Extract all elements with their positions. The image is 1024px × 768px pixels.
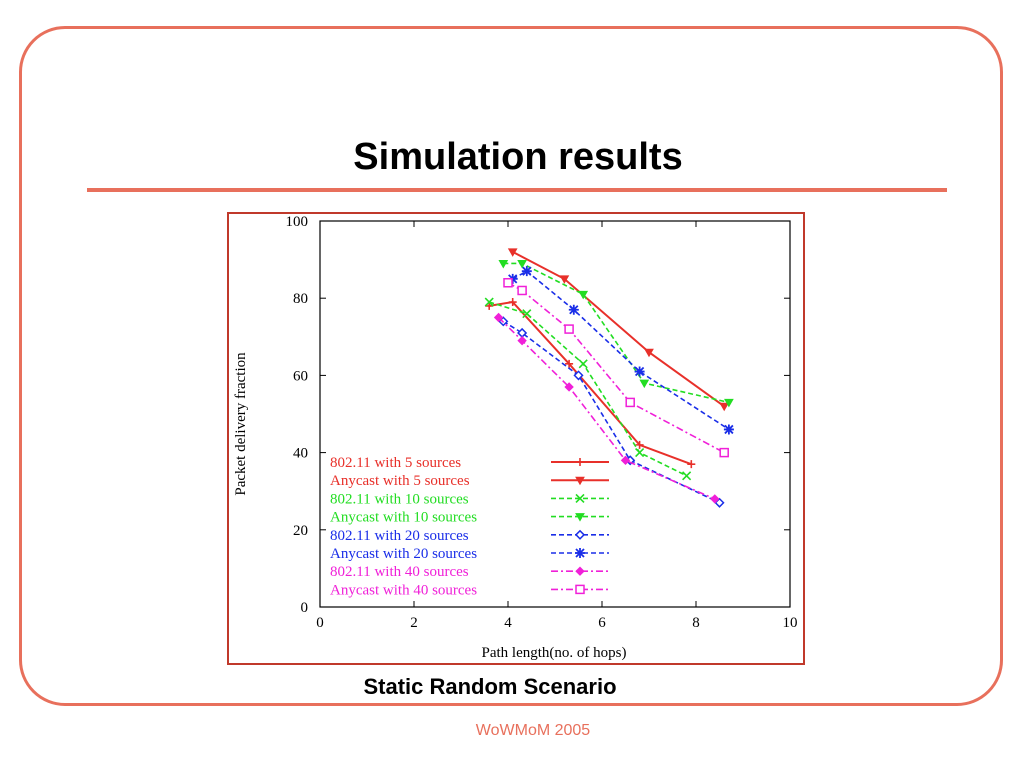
footer-text: WoWMoM 2005	[475, 722, 591, 739]
legend-item: Anycast with 20 sources	[330, 546, 609, 562]
y-tick-label: 60	[293, 368, 308, 384]
data-point-marker	[517, 285, 527, 296]
data-point-marker	[723, 424, 734, 435]
data-point-marker	[575, 493, 585, 503]
data-point-marker	[719, 402, 730, 412]
legend-label: Anycast with 40 sources	[330, 582, 477, 598]
legend-label: Anycast with 20 sources	[330, 546, 477, 562]
series-7	[493, 312, 720, 504]
plot-frame	[319, 220, 791, 608]
data-point-marker	[564, 324, 574, 334]
data-point-marker	[578, 290, 589, 300]
data-point-marker	[578, 359, 588, 369]
x-tick-label: 6	[598, 615, 606, 631]
data-point-marker	[575, 548, 585, 558]
legend-item: Anycast with 40 sources	[330, 582, 609, 598]
data-point-marker	[639, 379, 650, 389]
x-tick-label: 0	[316, 615, 324, 631]
data-point-marker	[507, 248, 518, 257]
series-line	[507, 282, 725, 454]
data-point-marker	[485, 301, 494, 310]
series-2	[507, 248, 730, 412]
y-tick-label: 20	[293, 523, 308, 539]
data-point-marker	[576, 458, 584, 466]
data-point-marker	[568, 304, 579, 315]
legend-label: 802.11 with 40 sources	[330, 564, 469, 580]
slide-title: Simulation results	[353, 136, 683, 178]
series-line	[512, 250, 725, 408]
slide-frame	[19, 26, 1003, 706]
data-point-marker	[484, 297, 494, 307]
data-point-marker	[719, 447, 729, 458]
data-point-marker	[565, 359, 574, 368]
y-tick-label: 0	[301, 600, 309, 616]
x-tick-label: 2	[410, 615, 418, 631]
data-point-marker	[564, 382, 574, 392]
data-point-marker	[682, 471, 692, 481]
data-point-marker	[635, 440, 644, 449]
y-tick-label: 40	[293, 446, 308, 462]
data-point-marker	[517, 259, 527, 269]
series-3	[484, 297, 692, 481]
y-tick-label: 80	[293, 291, 308, 307]
data-point-marker	[575, 476, 585, 486]
chart-legend: 802.11 with 5 sources Anycast with 5 sour…	[330, 455, 609, 598]
series-line	[488, 301, 687, 477]
data-point-marker	[710, 494, 720, 504]
chart-plot-area	[484, 248, 734, 508]
data-point-marker	[559, 275, 570, 284]
series-line	[498, 316, 716, 500]
legend-label: 802.11 with 10 sources	[330, 491, 469, 507]
legend-label: Anycast with 10 sources	[330, 510, 477, 526]
y-tick-label: 100	[286, 214, 309, 230]
series-line	[489, 300, 692, 466]
data-point-marker	[575, 513, 585, 522]
data-point-marker	[503, 278, 513, 288]
x-tick-label: 10	[783, 615, 798, 631]
data-point-marker	[517, 335, 527, 346]
data-point-marker	[724, 398, 734, 408]
x-tick-label: 4	[504, 615, 512, 631]
x-tick-label: 8	[692, 615, 700, 631]
series-8	[503, 278, 729, 458]
legend-label: 802.11 with 5 sources	[330, 455, 461, 471]
legend-label: 802.11 with 20 sources	[330, 528, 469, 544]
data-point-marker	[634, 366, 645, 377]
legend-item: 802.11 with 5 sources	[330, 455, 609, 471]
data-point-marker	[575, 584, 585, 595]
series-4	[498, 259, 734, 408]
legend-item: Anycast with 5 sources	[330, 473, 609, 489]
data-point-marker	[644, 348, 654, 358]
chart-caption: Static Random Scenario	[363, 674, 617, 699]
data-point-marker	[521, 266, 532, 277]
x-axis-label: Path length(no. of hops)	[482, 645, 627, 661]
data-point-marker	[522, 309, 532, 319]
title-rule	[87, 188, 947, 192]
legend-item: Anycast with 10 sources	[330, 510, 609, 526]
data-point-marker	[635, 448, 645, 458]
legend-label: Anycast with 5 sources	[330, 473, 470, 489]
data-point-marker	[575, 566, 585, 576]
legend-item: 802.11 with 10 sources	[330, 491, 609, 507]
data-point-marker	[573, 370, 584, 381]
series-1	[485, 298, 696, 469]
data-point-marker	[493, 312, 504, 323]
y-axis-label: Packet delivery fraction	[233, 352, 249, 496]
data-point-marker	[625, 397, 635, 408]
data-point-marker	[687, 460, 696, 469]
legend-item: 802.11 with 40 sources	[330, 564, 609, 580]
series-line	[503, 262, 730, 404]
data-point-marker	[574, 529, 586, 540]
chart-panel: 0 2 4 6 8 10 0 20 40 60 80 100 802.11 with 5 source…	[227, 212, 805, 665]
data-point-marker	[620, 455, 631, 466]
legend-item: 802.11 with 20 sources	[330, 528, 609, 544]
data-point-marker	[498, 259, 509, 269]
data-point-marker	[508, 298, 517, 307]
